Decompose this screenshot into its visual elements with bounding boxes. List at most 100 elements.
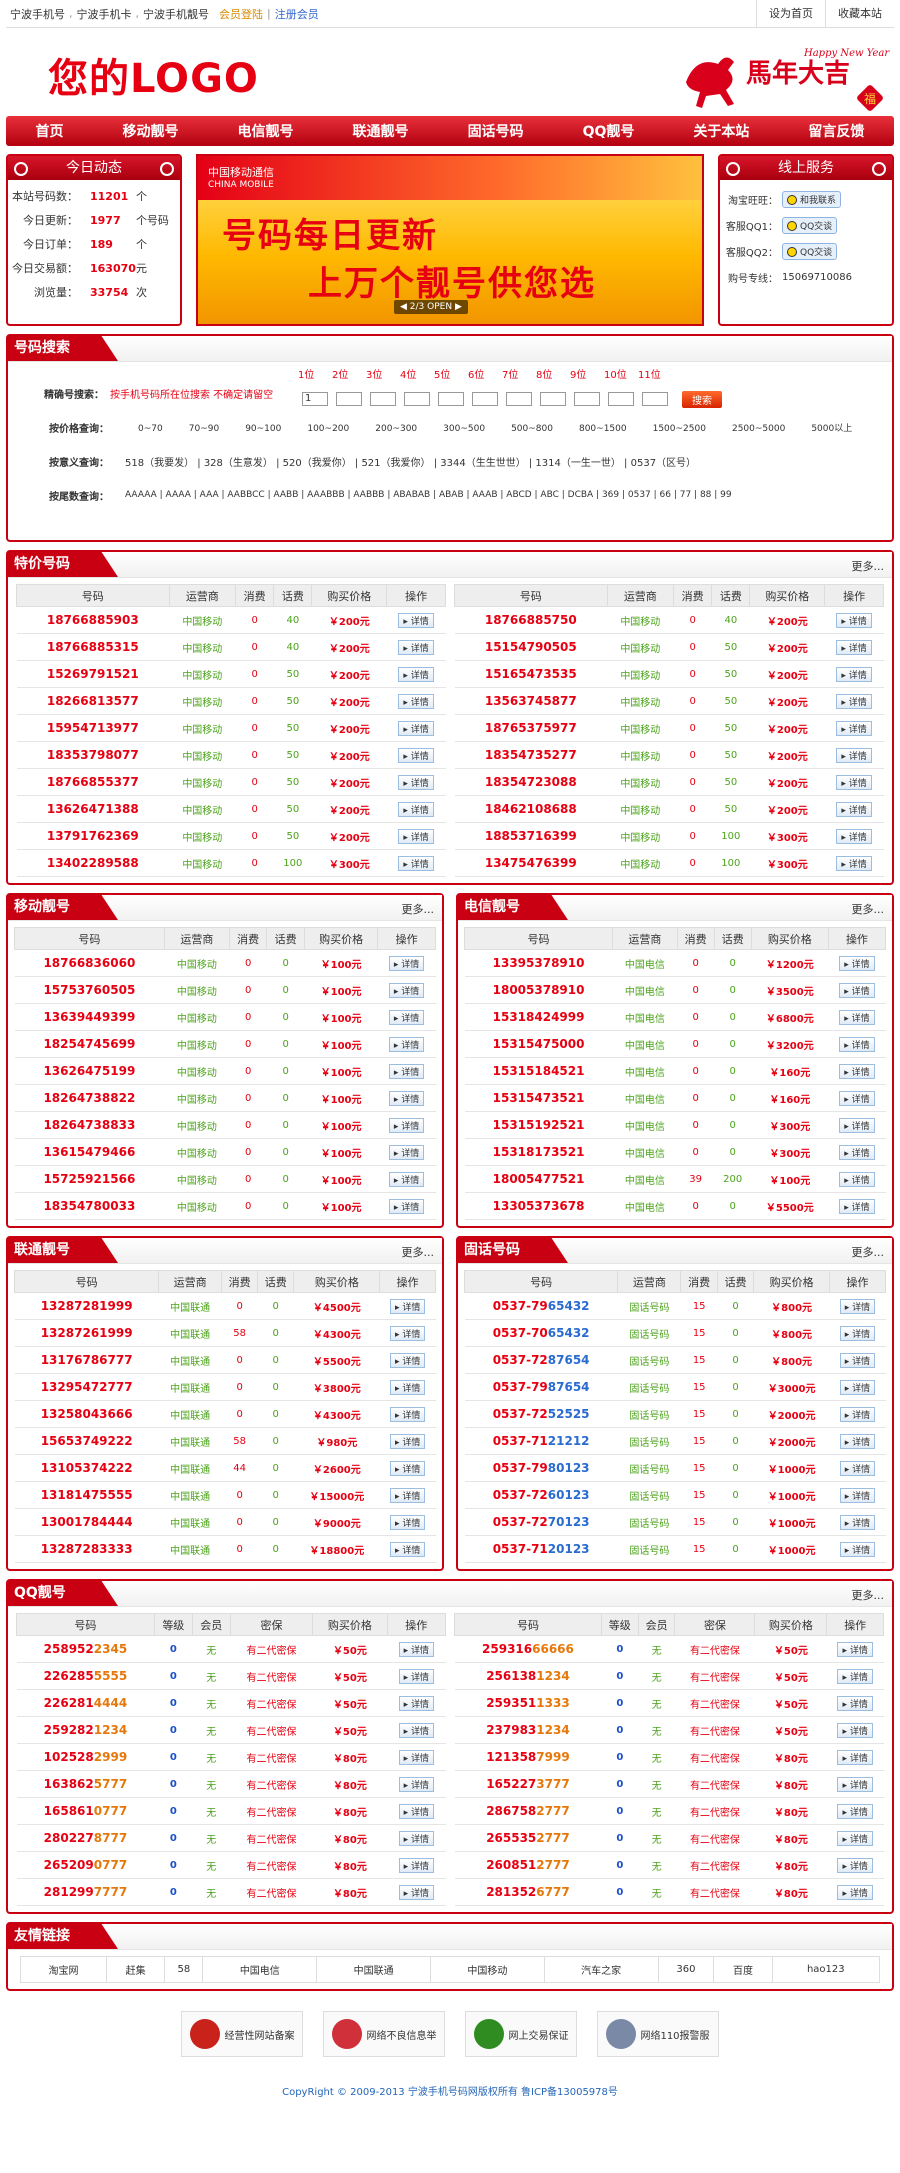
qq-number[interactable]: 1213587999 [454, 1743, 602, 1771]
friend-link[interactable]: hao123 [771, 1956, 881, 1983]
trust-badge[interactable]: 网上交易保证 [465, 2011, 578, 2057]
detail-button[interactable]: ▸ 详情 [839, 1514, 876, 1530]
digit-input[interactable] [642, 392, 668, 406]
price-link[interactable]: 100~200 [307, 423, 350, 434]
detail-button[interactable]: ▸ 详情 [388, 1009, 425, 1025]
phone-number[interactable]: 15154790505 [454, 633, 608, 661]
digit-input[interactable] [472, 392, 498, 406]
banner-slideshow[interactable]: 中国移动通信 CHINA MOBILE 号码每日更新 上万个靓号供您选 ◀ 2/… [196, 154, 704, 326]
register-link[interactable]: 注册会员 [274, 7, 319, 21]
detail-button[interactable]: ▸ 详情 [388, 955, 425, 971]
digit-input[interactable] [506, 392, 532, 406]
site-logo[interactable]: 您的LOGO [48, 56, 259, 102]
qq-number[interactable]: 2262814444 [16, 1689, 155, 1717]
digit-input[interactable] [608, 392, 634, 406]
detail-button[interactable]: ▸ 详情 [839, 1198, 875, 1214]
phone-number[interactable]: 13563745877 [454, 687, 608, 715]
detail-button[interactable]: ▸ 详情 [398, 666, 434, 682]
detail-button[interactable]: ▸ 详情 [389, 1487, 426, 1503]
friend-link[interactable]: 赶集 [106, 1956, 166, 1983]
more-link[interactable]: 更多... [401, 903, 435, 916]
detail-button[interactable]: ▸ 详情 [837, 1695, 873, 1711]
more-link[interactable]: 更多... [851, 560, 885, 573]
detail-button[interactable]: ▸ 详情 [388, 1063, 425, 1079]
detail-button[interactable]: ▸ 详情 [836, 720, 872, 736]
detail-button[interactable]: ▸ 详情 [389, 1541, 426, 1557]
qq-number[interactable]: 2802278777 [16, 1824, 155, 1852]
price-link[interactable]: 5000以上 [811, 423, 853, 434]
trust-badge[interactable]: 网络110报警服 [597, 2011, 719, 2057]
top-link[interactable]: 宁波手机号 [10, 7, 65, 21]
detail-button[interactable]: ▸ 详情 [839, 1036, 875, 1052]
phone-number[interactable]: 18766885903 [16, 606, 170, 634]
detail-button[interactable]: ▸ 详情 [839, 1009, 875, 1025]
friend-link[interactable]: 淘宝网 [19, 1956, 108, 1983]
detail-button[interactable]: ▸ 详情 [388, 1090, 425, 1106]
tail-links[interactable]: AAAAA | AAAA | AAA | AABBCC | AABB | AAA… [125, 490, 732, 500]
detail-button[interactable]: ▸ 详情 [398, 774, 434, 790]
qq-number[interactable]: 2589522345 [16, 1635, 155, 1663]
detail-button[interactable]: ▸ 详情 [839, 1171, 875, 1187]
detail-button[interactable]: ▸ 详情 [836, 774, 872, 790]
qq-number[interactable]: 2608512777 [454, 1851, 602, 1879]
qq-number[interactable]: 2655352777 [454, 1824, 602, 1852]
qq-number[interactable]: 2813526777 [454, 1878, 602, 1906]
detail-button[interactable]: ▸ 详情 [389, 1514, 426, 1530]
qq2-button[interactable]: QQ交谈 [782, 242, 838, 260]
detail-button[interactable]: ▸ 详情 [836, 693, 872, 709]
detail-button[interactable]: ▸ 详情 [388, 1036, 425, 1052]
phone-number[interactable]: 18765375977 [454, 714, 608, 742]
phone-number[interactable]: 15315473521 [464, 1084, 613, 1112]
detail-button[interactable]: ▸ 详情 [398, 1857, 434, 1873]
phone-number[interactable]: 15753760505 [14, 976, 165, 1004]
digit-input[interactable] [574, 392, 600, 406]
phone-number[interactable]: 18264738822 [14, 1084, 165, 1112]
phone-number[interactable]: 13001784444 [14, 1508, 159, 1536]
qq-number[interactable]: 1638625777 [16, 1770, 155, 1798]
detail-button[interactable]: ▸ 详情 [836, 801, 872, 817]
phone-number[interactable]: 18766885750 [454, 606, 608, 634]
phone-number[interactable]: 15269791521 [16, 660, 170, 688]
qq-number[interactable]: 25931666666 [454, 1635, 602, 1663]
friend-link[interactable]: 360 [657, 1956, 715, 1983]
qq-number[interactable]: 2652090777 [16, 1851, 155, 1879]
friend-link[interactable]: 58 [164, 1956, 204, 1983]
phone-number[interactable]: 15653749222 [14, 1427, 159, 1455]
detail-button[interactable]: ▸ 详情 [839, 1487, 876, 1503]
friend-link[interactable]: 中国移动 [429, 1956, 545, 1983]
phone-number[interactable]: 13639449399 [14, 1003, 165, 1031]
digit-input[interactable] [404, 392, 430, 406]
detail-button[interactable]: ▸ 详情 [839, 1406, 876, 1422]
detail-button[interactable]: ▸ 详情 [388, 1198, 425, 1214]
detail-button[interactable]: ▸ 详情 [398, 612, 434, 628]
qq-number[interactable]: 1025282999 [16, 1743, 155, 1771]
phone-number[interactable]: 18353798077 [16, 741, 170, 769]
detail-button[interactable]: ▸ 详情 [398, 801, 434, 817]
more-link[interactable]: 更多... [851, 1246, 885, 1259]
friend-link[interactable]: 中国联通 [316, 1956, 431, 1983]
phone-number[interactable]: 13791762369 [16, 822, 170, 850]
top-link[interactable]: 宁波手机卡 [76, 7, 132, 21]
phone-number[interactable]: 18766885315 [16, 633, 170, 661]
nav-feedback[interactable]: 留言反馈 [808, 124, 865, 140]
phone-number[interactable]: 15315184521 [464, 1057, 613, 1085]
detail-button[interactable]: ▸ 详情 [398, 855, 434, 871]
detail-button[interactable]: ▸ 详情 [839, 1090, 875, 1106]
login-link[interactable]: 会员登陆 [219, 7, 263, 21]
phone-number[interactable]: 0537-7965432 [464, 1292, 618, 1320]
wangwang-button[interactable]: 和我联系 [782, 190, 842, 208]
more-link[interactable]: 更多... [851, 1589, 885, 1602]
phone-number[interactable]: 18766855377 [16, 768, 170, 796]
phone-number[interactable]: 13626471388 [16, 795, 170, 823]
set-home-link[interactable]: 设为首页 [756, 0, 825, 28]
digit-input[interactable] [438, 392, 464, 406]
detail-button[interactable]: ▸ 详情 [388, 1171, 425, 1187]
phone-number[interactable]: 18354735277 [454, 741, 608, 769]
phone-number[interactable]: 0537-7120123 [464, 1535, 618, 1563]
phone-number[interactable]: 15725921566 [14, 1165, 165, 1193]
digit-input[interactable] [336, 392, 362, 406]
phone-number[interactable]: 0537-7065432 [464, 1319, 618, 1347]
phone-number[interactable]: 18354723088 [454, 768, 608, 796]
phone-number[interactable]: 0537-7287654 [464, 1346, 618, 1374]
price-link[interactable]: 200~300 [375, 423, 418, 434]
